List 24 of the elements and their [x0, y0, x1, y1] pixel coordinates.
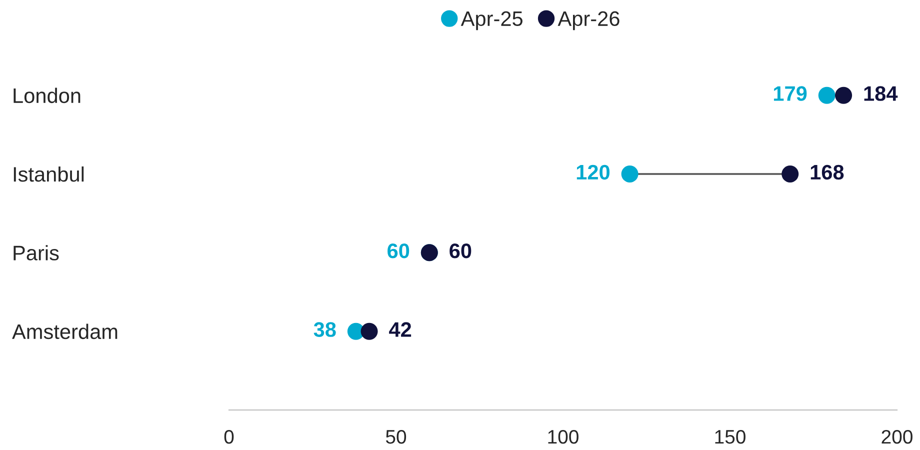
- data-label: 38: [314, 322, 336, 337]
- x-tick-label: 0: [224, 430, 234, 444]
- point: [818, 86, 836, 104]
- point: [360, 322, 378, 340]
- point: [621, 165, 638, 183]
- x-tick-label: 100: [548, 430, 578, 444]
- y-tick-label: Amsterdam: [12, 324, 118, 340]
- data-label: 120: [576, 164, 610, 180]
- x-tick-label: 200: [882, 430, 912, 444]
- data-label: 60: [450, 244, 472, 258]
- legend-label: Apr-25: [460, 11, 522, 30]
- data-label: 168: [810, 164, 844, 180]
- y-tick-label: Istanbul: [14, 166, 84, 182]
- point: [835, 86, 852, 104]
- x-tick-label: 150: [715, 430, 746, 444]
- y-tick-label: Paris: [14, 245, 59, 260]
- x-tick-label: 50: [386, 430, 406, 444]
- data-label: 60: [388, 244, 410, 258]
- data-label: 179: [774, 86, 807, 101]
- legend-label: Apr-26: [558, 11, 620, 30]
- y-tick-label: London: [14, 88, 80, 104]
- point: [782, 165, 799, 183]
- data-label: 184: [864, 86, 898, 101]
- data-label: 42: [389, 322, 412, 337]
